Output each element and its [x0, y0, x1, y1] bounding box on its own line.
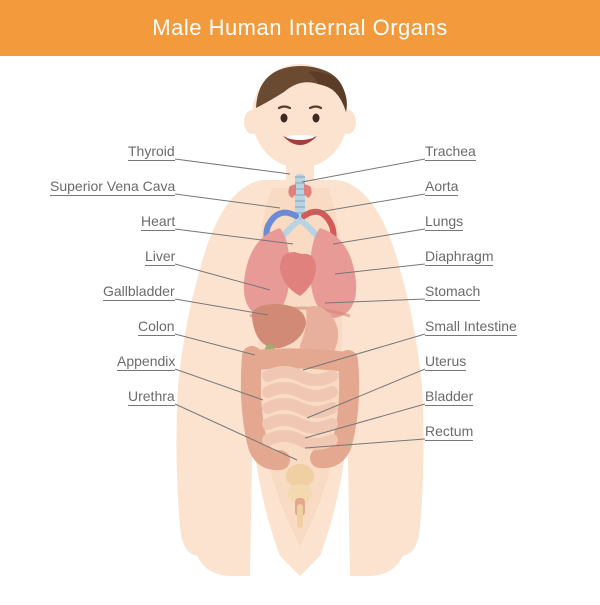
organ-label-text: Gallbladder	[103, 283, 175, 301]
organ-label-text: Liver	[145, 248, 175, 266]
organ-label-text: Lungs	[425, 213, 463, 231]
organ-label: Appendix	[117, 353, 175, 371]
organ-label: Trachea	[425, 143, 476, 161]
organ-label: Thyroid	[128, 143, 175, 161]
organ-label-text: Diaphragm	[425, 248, 493, 266]
organ-label: Bladder	[425, 388, 473, 406]
organ-label: Uterus	[425, 353, 466, 371]
organ-label-text: Rectum	[425, 423, 473, 441]
diagram-stage: Thyroid Superior Vena Cava Heart Liver Gallb…	[0, 56, 600, 600]
organ-label: Diaphragm	[425, 248, 493, 266]
organ-label-text: Thyroid	[128, 143, 175, 161]
organ-label-text: Heart	[141, 213, 175, 231]
organ-label-text: Small Intestine	[425, 318, 517, 336]
organ-label-text: Aorta	[425, 178, 458, 196]
organ-label-text: Uterus	[425, 353, 466, 371]
organ-label: Lungs	[425, 213, 463, 231]
organ-label-text: Stomach	[425, 283, 480, 301]
organ-label-text: Appendix	[117, 353, 175, 371]
organ-label-text: Bladder	[425, 388, 473, 406]
page-title: Male Human Internal Organs	[152, 15, 447, 41]
organ-label: Urethra	[128, 388, 175, 406]
organ-label: Rectum	[425, 423, 473, 441]
organ-label: Superior Vena Cava	[50, 178, 175, 196]
organ-label-text: Trachea	[425, 143, 476, 161]
organ-label-text: Superior Vena Cava	[50, 178, 175, 196]
title-bar: Male Human Internal Organs	[0, 0, 600, 56]
organ-label: Gallbladder	[103, 283, 175, 301]
organ-label: Liver	[145, 248, 175, 266]
organ-label-text: Colon	[138, 318, 175, 336]
organ-label: Stomach	[425, 283, 480, 301]
organ-label: Heart	[141, 213, 175, 231]
organ-label: Aorta	[425, 178, 458, 196]
organ-label-text: Urethra	[128, 388, 175, 406]
organ-label: Small Intestine	[425, 318, 517, 336]
organ-label: Colon	[138, 318, 175, 336]
